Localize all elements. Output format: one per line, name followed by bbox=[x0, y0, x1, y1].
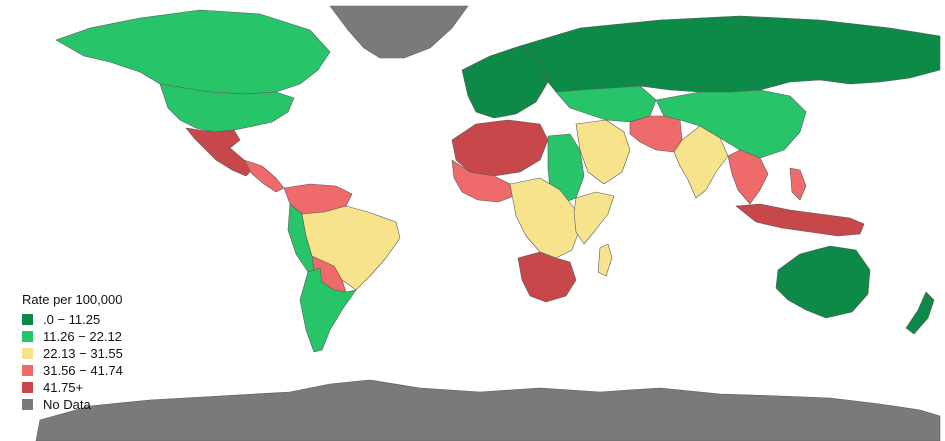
region-greenland bbox=[329, 5, 469, 59]
region-middle-east bbox=[575, 119, 631, 185]
region-russia bbox=[519, 15, 941, 93]
legend-item: .0 − 11.25 bbox=[22, 311, 123, 328]
region-canada bbox=[55, 9, 331, 95]
region-new-zealand bbox=[905, 291, 935, 335]
legend-label: 22.13 − 31.55 bbox=[43, 346, 123, 361]
legend-swatch bbox=[22, 348, 33, 359]
region-philippines bbox=[789, 167, 807, 201]
region-madagascar bbox=[597, 243, 613, 277]
legend-swatch bbox=[22, 399, 33, 410]
map-legend: Rate per 100,000 .0 − 11.25 11.26 − 22.12… bbox=[22, 292, 123, 413]
region-west-africa bbox=[451, 159, 515, 203]
legend-label: 41.75+ bbox=[43, 380, 84, 395]
region-central-america bbox=[243, 159, 285, 193]
region-united-states bbox=[159, 83, 295, 133]
legend-items: .0 − 11.25 11.26 − 22.12 22.13 − 31.55 31.5… bbox=[22, 311, 123, 413]
legend-label: 11.26 − 22.12 bbox=[43, 329, 122, 344]
legend-label: No Data bbox=[43, 397, 91, 412]
legend-swatch bbox=[22, 331, 33, 342]
region-southeast-asia bbox=[727, 149, 769, 205]
region-mexico bbox=[185, 127, 255, 177]
legend-item: 11.26 − 22.12 bbox=[22, 328, 123, 345]
region-southern-africa bbox=[517, 251, 577, 303]
region-north-africa bbox=[451, 119, 549, 177]
region-argentina-chile bbox=[299, 267, 357, 353]
legend-label: .0 − 11.25 bbox=[43, 312, 101, 327]
region-china bbox=[655, 89, 807, 159]
legend-item: No Data bbox=[22, 396, 123, 413]
legend-item: 22.13 − 31.55 bbox=[22, 345, 123, 362]
region-australia bbox=[775, 245, 871, 319]
legend-item: 31.56 − 41.74 bbox=[22, 362, 123, 379]
region-central-africa bbox=[509, 177, 581, 259]
legend-swatch bbox=[22, 365, 33, 376]
legend-title: Rate per 100,000 bbox=[22, 292, 123, 307]
legend-swatch bbox=[22, 382, 33, 393]
legend-item: 41.75+ bbox=[22, 379, 123, 396]
region-indonesia bbox=[735, 203, 865, 237]
legend-label: 31.56 − 41.74 bbox=[43, 363, 123, 378]
legend-swatch bbox=[22, 314, 33, 325]
region-central-asia bbox=[555, 85, 657, 123]
region-western-europe bbox=[461, 45, 549, 119]
region-iran-pakistan bbox=[629, 115, 683, 153]
region-antarctica bbox=[35, 379, 941, 441]
region-india bbox=[673, 125, 729, 199]
region-east-africa bbox=[573, 191, 615, 245]
